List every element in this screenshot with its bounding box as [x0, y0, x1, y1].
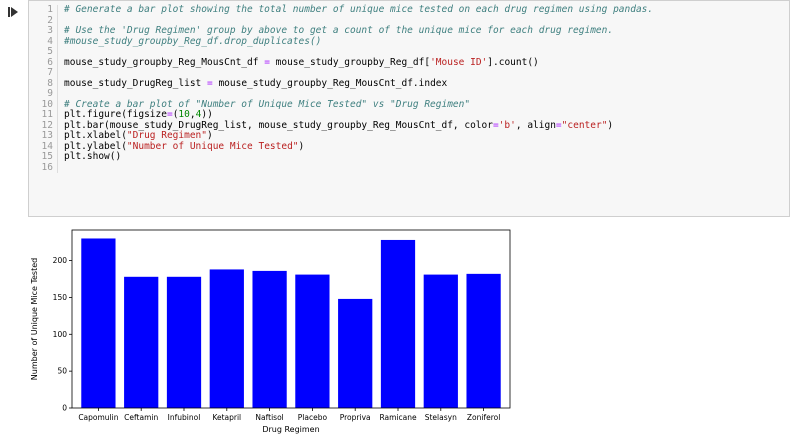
x-tick-label: Stelasyn	[425, 413, 457, 422]
code-token: =	[492, 119, 499, 131]
code-token: "Number of Unique Mice Tested"	[126, 140, 299, 152]
y-axis-label: Number of Unique Mice Tested	[30, 258, 39, 380]
line-number: 14	[31, 141, 58, 152]
x-tick-label: Ketapril	[212, 413, 241, 422]
line-number: 10	[31, 99, 58, 110]
bar-chart: Capomulin Ceftamin Infubinol Ketapril Naftis…	[30, 229, 511, 434]
x-tick-label: Propriva	[340, 413, 371, 422]
code-token: )	[207, 130, 213, 141]
line-number: 6	[31, 57, 58, 68]
x-tick-label: Capomulin	[78, 413, 118, 422]
x-tick-label: Infubinol	[168, 413, 201, 422]
run-cell-icon[interactable]	[6, 5, 20, 19]
line-number: 12	[31, 120, 58, 131]
bar-placebo	[295, 274, 330, 408]
code-token: # Use the 'Drug Regimen' group by above …	[64, 25, 614, 36]
code-cell-input[interactable]: 1 # Generate a bar plot showing the total…	[28, 0, 790, 217]
code-token: )	[298, 140, 305, 152]
code-token: 10	[178, 109, 190, 120]
bar-stelasyn	[423, 274, 458, 408]
code-token: 'Mouse ID'	[430, 56, 488, 68]
code-token: 'b'	[498, 119, 516, 131]
code-line[interactable]: 10 # Create a bar plot of "Number of Uniq…	[31, 98, 785, 110]
code-line[interactable]: 3 # Use the 'Drug Regimen' group by above…	[31, 25, 785, 37]
code-line[interactable]: 2	[31, 15, 785, 26]
code-token: # Create a bar plot of "Number of Unique…	[64, 98, 471, 110]
code-token: mouse_study_groupby_Reg_MousCnt_df	[64, 56, 265, 68]
code-token: "Drug Regimen"	[126, 130, 207, 141]
code-editor[interactable]: 1 # Generate a bar plot showing the total…	[31, 4, 785, 173]
code-token: , align	[515, 119, 556, 131]
code-line[interactable]: 4 #mouse_study_groupby_Reg_df.drop_duplic…	[31, 35, 785, 47]
code-line[interactable]: 16	[31, 162, 785, 173]
code-token: (	[172, 109, 179, 120]
code-token: plt.figure(figsize	[64, 109, 167, 120]
code-token: =	[555, 119, 562, 131]
code-line[interactable]: 13 plt.xlabel("Drug Regimen")	[31, 130, 785, 142]
line-number: 2	[31, 15, 58, 26]
line-number: 15	[31, 151, 58, 163]
code-line[interactable]: 8 mouse_study_DrugReg_list = mouse_study_…	[31, 77, 785, 89]
code-token: plt.show()	[64, 151, 122, 162]
line-number: 11	[31, 109, 58, 121]
cell-output: Capomulin Ceftamin Infubinol Ketapril Naftis…	[28, 224, 528, 436]
code-line[interactable]: 9	[31, 88, 785, 100]
code-token: ))	[201, 109, 213, 120]
bar-capomulin	[81, 238, 116, 408]
y-tick-label: 150	[53, 293, 68, 302]
code-token: # Generate a bar plot showing the total …	[64, 4, 654, 15]
x-tick-label: Placebo	[298, 413, 328, 422]
code-line[interactable]: 1 # Generate a bar plot showing the total…	[31, 4, 785, 16]
bar-zoniferol	[466, 273, 501, 408]
code-token: =	[264, 56, 270, 68]
y-tick-label: 50	[57, 367, 67, 376]
y-tick-label: 200	[53, 256, 68, 265]
bar-ceftamin	[124, 276, 159, 408]
code-token: plt.xlabel(	[64, 130, 127, 141]
y-tick-label: 0	[62, 404, 67, 413]
bar-naftisol	[252, 270, 287, 408]
code-line[interactable]: 7	[31, 67, 785, 79]
bar-infubinol	[166, 276, 202, 408]
bar-propriva	[338, 298, 373, 408]
x-tick-label: Zoniferol	[467, 413, 500, 422]
bar-ramicane	[380, 239, 416, 408]
line-number: 16	[31, 162, 58, 173]
code-token: plt.ylabel(	[64, 140, 127, 152]
line-number: 4	[31, 36, 58, 47]
line-number: 13	[31, 130, 58, 142]
code-token: mouse_study_groupby_Reg_MousCnt_df.index	[212, 77, 448, 89]
code-token: "center"	[561, 119, 608, 131]
line-number: 7	[31, 67, 58, 79]
plot-frame	[71, 229, 511, 409]
line-number: 5	[31, 46, 58, 58]
code-line[interactable]: 11 plt.figure(figsize=(10,4))	[31, 109, 785, 121]
code-token: ].count()	[487, 56, 539, 68]
code-token: #mouse_study_groupby_Reg_df.drop_duplica…	[64, 35, 322, 47]
code-line[interactable]: 15 plt.show()	[31, 151, 785, 163]
code-line[interactable]: 6 mouse_study_groupby_Reg_MousCnt_df = mo…	[31, 56, 785, 68]
code-line[interactable]: 12 plt.bar(mouse_study_DrugReg_list, mous…	[31, 119, 785, 131]
code-token: ,	[189, 109, 196, 120]
bar-ketapril	[209, 269, 244, 408]
code-token: mouse_study_groupby_Reg_df[	[269, 56, 431, 68]
x-tick-label: Ceftamin	[124, 413, 158, 422]
code-token: plt.bar(mouse_study_DrugReg_list, mouse_…	[64, 119, 493, 131]
code-token: =	[166, 109, 173, 120]
code-token: 4	[195, 109, 202, 120]
x-tick-label: Ramicane	[379, 413, 417, 422]
line-number: 3	[31, 25, 58, 37]
line-number: 9	[31, 88, 58, 100]
code-token: )	[607, 119, 614, 131]
line-number: 8	[31, 78, 58, 89]
code-line[interactable]: 14 plt.ylabel("Number of Unique Mice Test…	[31, 140, 785, 152]
code-token: mouse_study_DrugReg_list	[64, 77, 207, 89]
x-tick-label: Naftisol	[255, 413, 283, 422]
y-tick-label: 100	[53, 330, 68, 339]
line-number: 1	[31, 4, 58, 16]
code-line[interactable]: 5	[31, 46, 785, 58]
code-token: =	[207, 77, 213, 89]
x-axis-label: Drug Regimen	[262, 425, 319, 434]
